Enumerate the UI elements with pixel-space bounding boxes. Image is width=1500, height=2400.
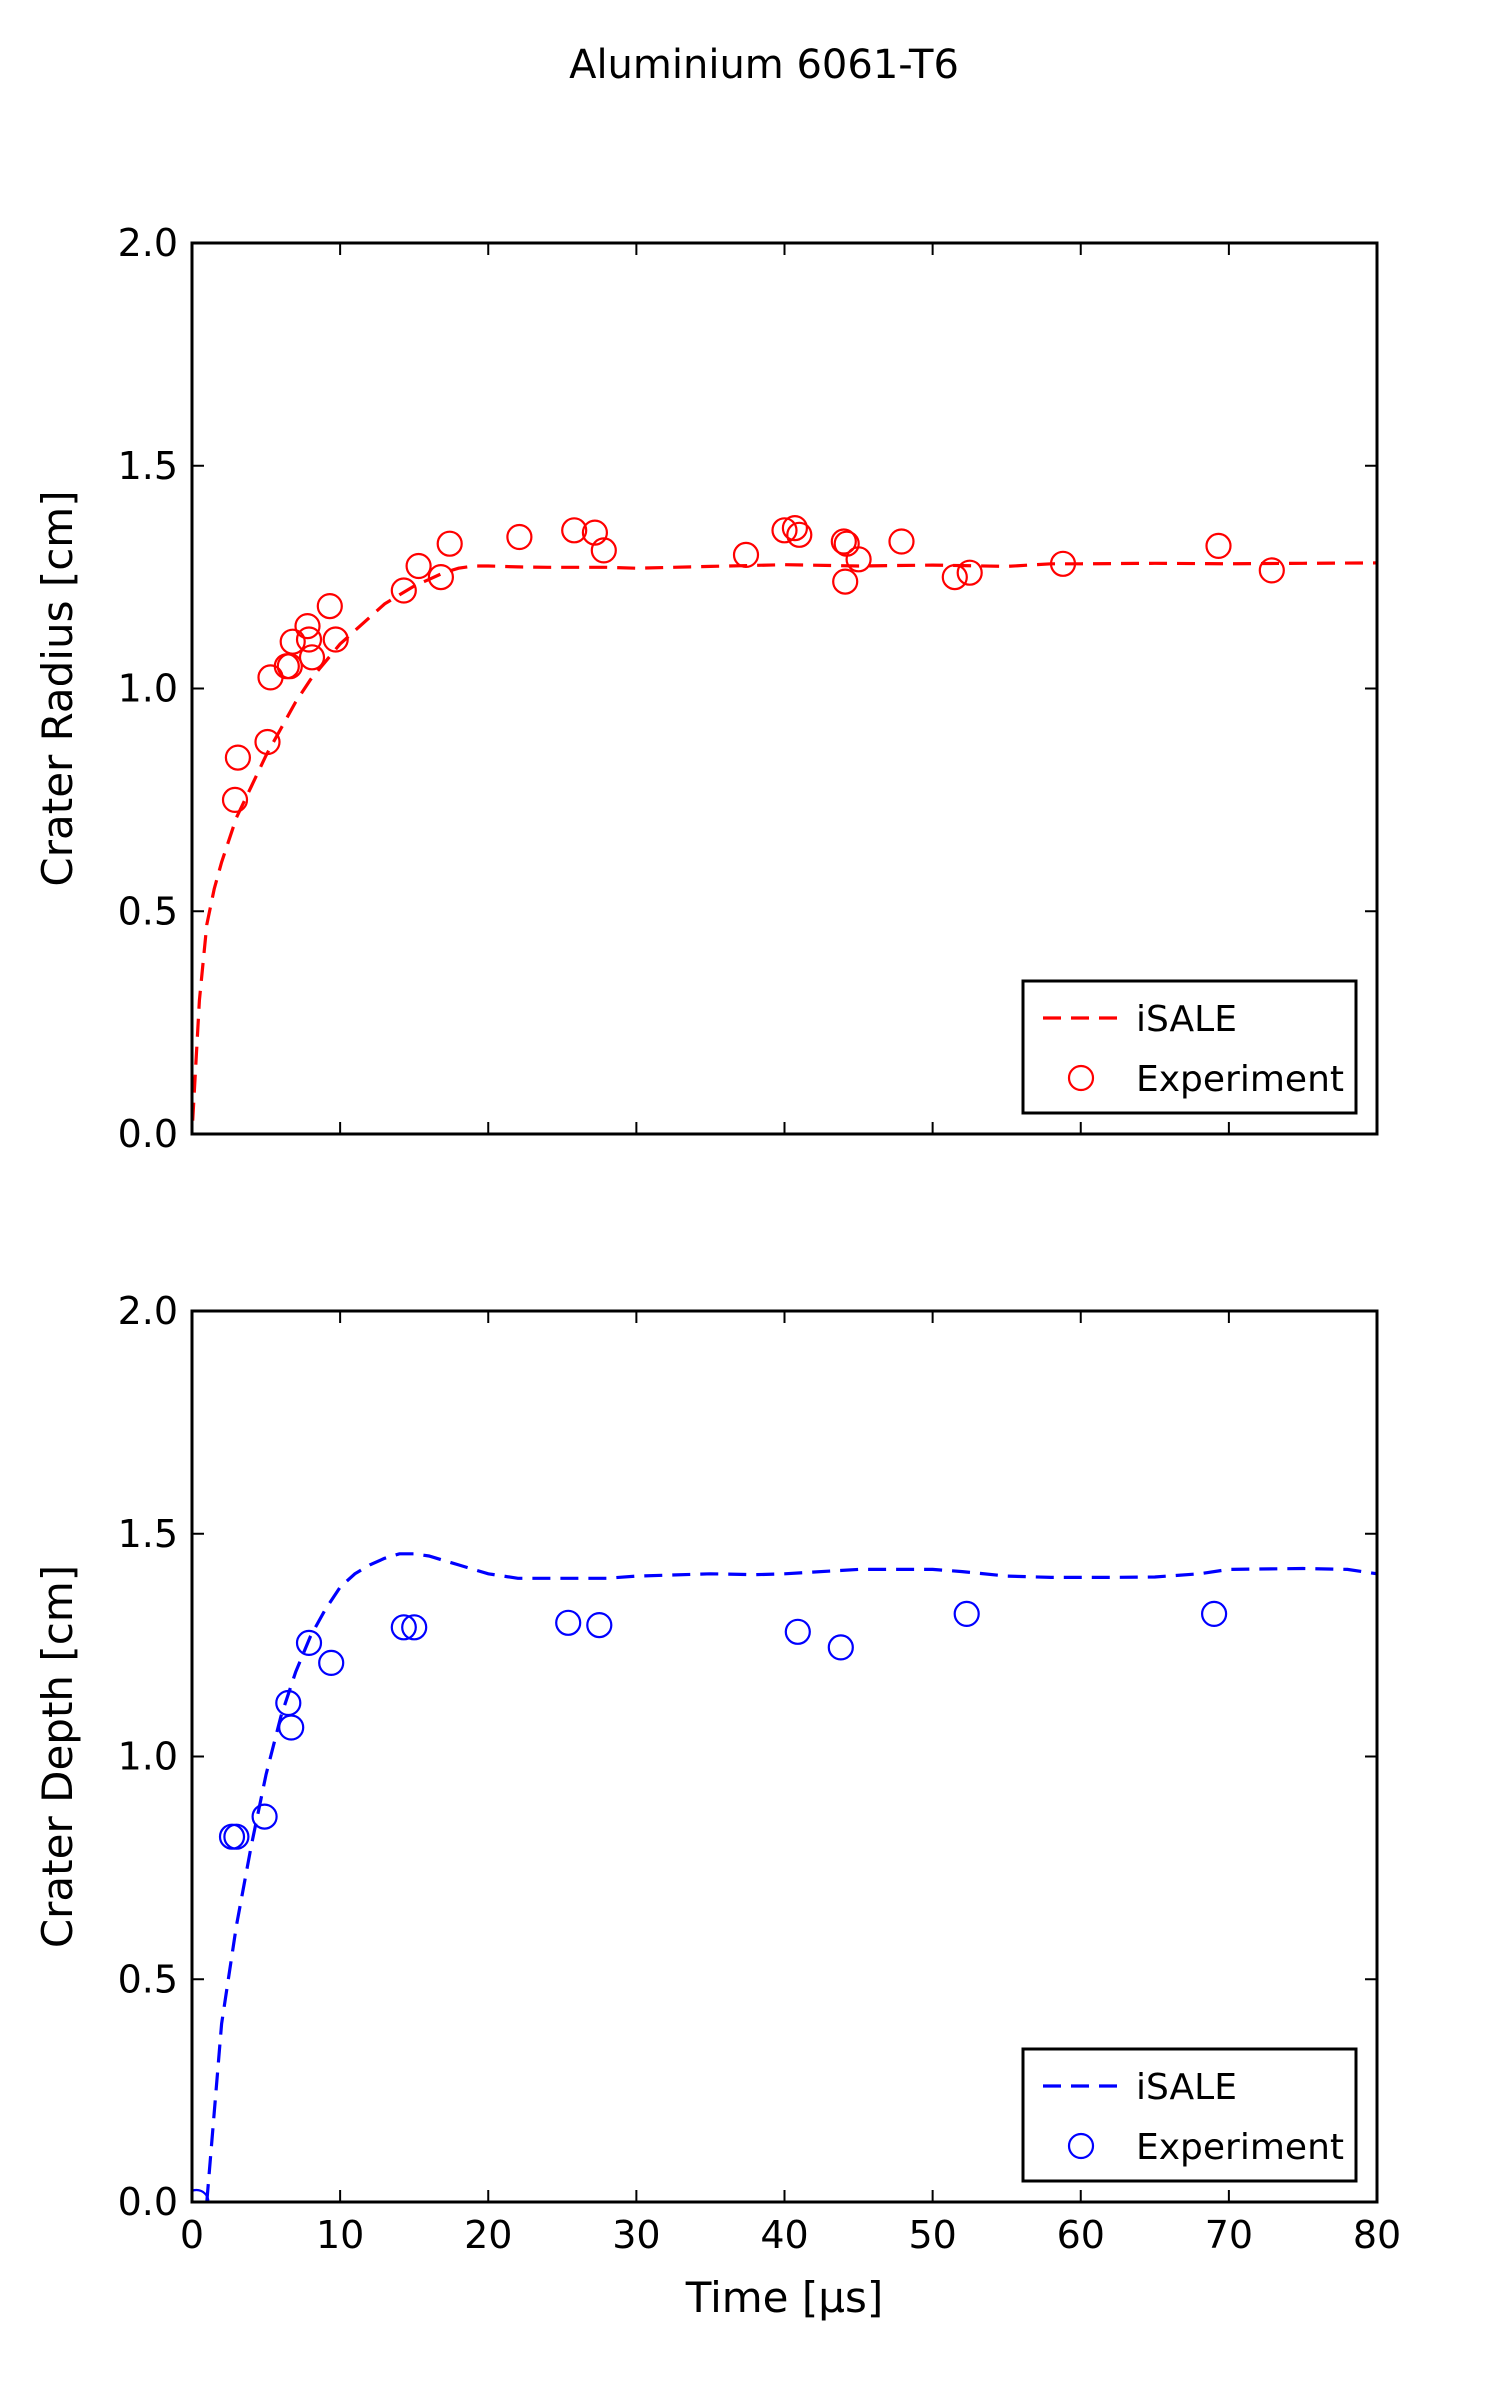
radius-experiment-point [295,626,323,653]
depth-x-tick-label: 70 [1205,2213,1253,2257]
radius-legend-label: iSALE [1136,999,1237,1040]
depth-experiment-point [827,1634,854,1661]
depth-legend-label: Experiment [1136,2127,1344,2168]
depth-experiment-point [784,1618,811,1645]
radius-legend-marker-swatch [1067,1064,1095,1092]
depth-experiment-point [295,1629,323,1657]
depth-x-tick-label: 50 [908,2213,956,2257]
radius-experiment-point [224,744,251,771]
radius-experiment-point [590,537,617,564]
radius-experiment-point [771,517,798,544]
radius-experiment-point [1258,557,1285,584]
radius-experiment-point [888,528,915,555]
depth-x-tick-label: 10 [316,2213,364,2257]
depth-panel: 0 10 20 30 40 50 60 70 80 0.0 0.5 1.0 1.5 2.0 Crater D… [33,1289,1401,2322]
radius-experiment-point [316,592,343,620]
radius-experiment-point [221,786,249,814]
depth-y-tick-label: 0.5 [118,1957,178,2001]
radius-experiment-point [1049,550,1077,577]
radius-experiment-point [832,568,859,595]
radius-experiment-point [294,612,321,640]
radius-y-axis-label: Crater Radius [cm] [33,490,82,886]
radius-experiment-point [506,523,533,551]
radius-experiment-point [322,626,349,653]
radius-experiment-point [561,517,588,544]
radius-y-tick-label: 1.0 [118,667,178,711]
depth-experiment-point [586,1611,613,1639]
depth-experiment-point [390,1614,417,1641]
radius-y-tick-label: 0.0 [118,1112,178,1156]
radius-y-tick-label: 1.5 [118,444,178,488]
depth-experiment-point [318,1649,345,1677]
radius-experiment-point [845,546,872,573]
depth-x-tick-label: 60 [1057,2213,1105,2257]
radius-panel: 0.0 0.5 1.0 1.5 2.0 Crater Radius [cm] iSALE Ex… [33,221,1379,1156]
radius-experiment-point [581,519,609,546]
depth-plot-area [192,1552,1377,2202]
depth-experiment-point [223,1823,250,1850]
depth-y-tick-label: 0.0 [118,2180,178,2224]
depth-legend: iSALE Experiment [1021,2047,1358,2183]
radius-legend-label: Experiment [1136,1059,1344,1100]
depth-y-axis-label: Crater Depth [cm] [33,1565,82,1948]
depth-isale-line [205,1552,1377,2202]
radius-experiment-point [830,528,857,555]
radius-plot-area [192,514,1377,1121]
depth-x-axis-label: Time [μs] [685,2273,884,2322]
depth-experiment-point [251,1803,278,1830]
depth-y-tick-label: 2.0 [118,1289,178,1333]
depth-y-tick-label: 1.0 [118,1735,178,1779]
radius-experiment-point [427,563,454,591]
radius-y-tick-label: 2.0 [118,221,178,265]
depth-experiment-point [555,1609,582,1636]
depth-experiment-point [278,1714,305,1741]
radius-experiment-point [390,577,417,604]
radius-experiment-point [781,514,809,542]
figure-title: Aluminium 6061-T6 [569,42,959,88]
depth-x-tick-label: 80 [1353,2213,1401,2257]
radius-experiment-point [279,628,306,655]
radius-experiment-point [436,530,463,557]
depth-x-tick-label: 0 [180,2213,204,2257]
radius-experiment-point [254,728,281,756]
depth-x-tick-label: 40 [760,2213,808,2257]
depth-y-tick-label: 1.5 [118,1512,178,1556]
radius-experiment-point [298,644,326,671]
depth-experiment-point [1200,1600,1228,1628]
radius-y-tick-label: 0.5 [118,889,178,933]
depth-legend-marker-swatch [1067,2132,1095,2160]
depth-x-tick-label: 20 [464,2213,512,2257]
depth-legend-label: iSALE [1136,2067,1237,2108]
radius-legend-box [1021,979,1358,1115]
radius-isale-line [192,561,1377,1121]
radius-experiment-point [941,563,968,591]
radius-experiment-point [732,541,760,569]
radius-legend: iSALE Experiment [1021,979,1358,1115]
radius-experiment-point [405,552,432,580]
depth-legend-box [1021,2047,1358,2183]
radius-experiment-point [956,559,983,586]
depth-experiment-point [953,1600,980,1628]
radius-experiment-point [1205,532,1232,560]
radius-experiment-point [786,521,813,548]
depth-x-tick-label: 30 [612,2213,660,2257]
depth-experiment-point [401,1614,428,1641]
depth-experiment-point [192,2188,210,2202]
